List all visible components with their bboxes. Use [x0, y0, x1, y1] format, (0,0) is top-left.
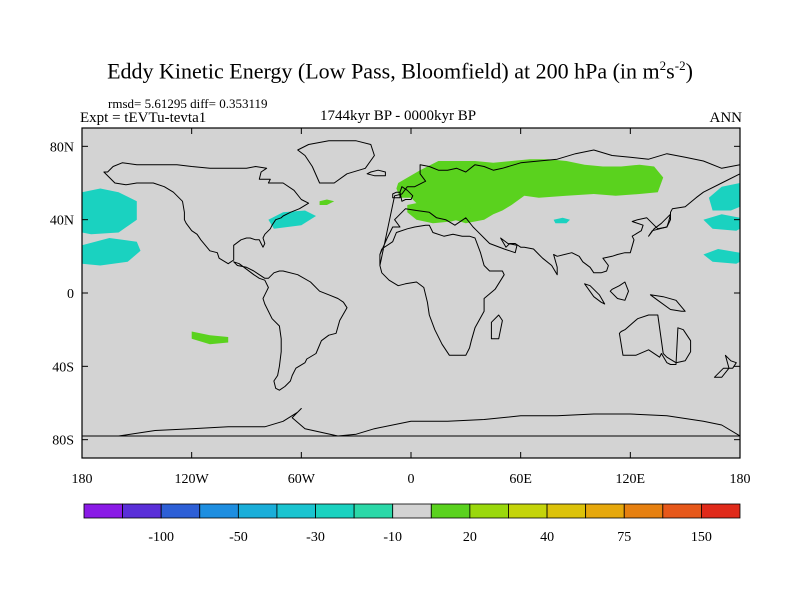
lon-tick-label: 60W: [288, 472, 316, 487]
period-label: 1744kyr BP - 0000kyr BP: [320, 108, 477, 124]
colorbar-swatch: [315, 503, 355, 519]
colorbar-swatch: [701, 503, 741, 519]
colorbar-swatch: [237, 503, 278, 519]
coastline-central-south-america: [233, 261, 348, 391]
lat-tick-label: 80S: [52, 434, 74, 449]
anomaly-patch-west-pacific-south-negative: [703, 249, 740, 264]
anomaly-patch-north-pacific-west-negative: [708, 183, 740, 211]
coastline-north-america: [103, 162, 310, 265]
lon-tick-label: 120W: [175, 472, 210, 487]
lat-tick-label: 40N: [50, 214, 74, 229]
colorbar-swatch: [623, 503, 664, 519]
coastline-iceland: [366, 169, 386, 177]
colorbar-swatch: [508, 503, 548, 519]
title-close-paren: ): [685, 58, 693, 84]
lat-tick-label: 0: [67, 287, 74, 302]
title-unit-s: s: [666, 58, 675, 84]
coastline-greenland: [297, 140, 375, 184]
colorbar-swatch: [276, 503, 316, 519]
colorbar-label: -10: [383, 530, 402, 545]
title-superscript-2: -2: [674, 58, 686, 73]
colorbar-swatch: [160, 503, 201, 519]
plot-title: Eddy Kinetic Energy (Low Pass, Bloomfiel…: [0, 58, 800, 84]
coastline-borneo: [609, 281, 629, 301]
coastline-new-guinea: [649, 294, 686, 312]
lon-tick-label: 180: [730, 472, 751, 487]
colorbar-label: -30: [306, 530, 325, 545]
lat-tick-label: 40S: [52, 360, 74, 375]
colorbar-label: -50: [229, 530, 248, 545]
lon-tick-label: 120E: [616, 472, 646, 487]
statistics-label: rmsd= 5.61295 diff= 0.353119: [108, 96, 268, 111]
colorbar-swatch: [430, 503, 471, 519]
coastline-uk: [399, 186, 414, 202]
colorbar-swatch: [662, 503, 702, 519]
coastline-afro-eurasia: [379, 149, 740, 356]
coastline-new-zealand: [724, 354, 737, 369]
coastline-sumatra: [584, 283, 606, 305]
anomaly-patch-central-asia-negative: [553, 217, 570, 224]
colorbar-swatch: [353, 503, 394, 519]
colorbar-label: 150: [691, 530, 712, 545]
colorbar-swatch: [83, 503, 123, 519]
colorbar-label: 75: [617, 530, 631, 545]
colorbar-label: 40: [540, 530, 554, 545]
axis-ticks: 180 120W 60W 0 60E 120E 180 80N 40N 0 40S 80S: [50, 128, 751, 487]
coastline-antarctica: [82, 408, 740, 437]
coastline-japan: [648, 213, 671, 237]
coastline-layer: [82, 140, 740, 437]
lon-tick-label: 0: [408, 472, 415, 487]
lon-tick-label: 180: [72, 472, 93, 487]
lon-tick-label: 60E: [509, 472, 532, 487]
coastline-ireland: [392, 191, 401, 199]
colorbar-swatch: [392, 503, 432, 519]
experiment-label: Expt = tEVTu-tevta1: [80, 110, 207, 126]
colorbar: -100 -50 -30 -10 20 40 75 150: [83, 503, 741, 545]
colorbar-swatch: [546, 503, 587, 519]
coastline-madagascar: [490, 314, 503, 340]
colorbar-label: 20: [463, 530, 477, 545]
anomaly-patch-north-pacific-east-negative: [82, 188, 137, 235]
coastline-australia: [618, 314, 692, 365]
anomaly-patch-subtropical-pacific-east-negative: [82, 238, 141, 266]
anomaly-layer: [82, 159, 740, 345]
anomaly-patch-mediterranean-positive: [407, 201, 475, 224]
anomaly-patch-atlantic-small-positive: [319, 199, 335, 205]
title-superscript-1: 2: [659, 58, 667, 73]
title-text: Eddy Kinetic Energy (Low Pass, Bloomfiel…: [107, 58, 660, 84]
season-label: ANN: [709, 110, 743, 126]
anomaly-patch-south-pacific-positive: [191, 331, 229, 345]
lat-tick-label: 80N: [50, 140, 74, 155]
coastline-new-zealand-south: [713, 367, 730, 378]
anomaly-patch-west-pacific-negative: [703, 214, 740, 231]
anomaly-patch-north-atlantic-west-negative: [268, 210, 316, 229]
colorbar-label: -100: [148, 530, 174, 545]
colorbar-swatch: [122, 503, 162, 519]
colorbar-swatch: [585, 503, 625, 519]
colorbar-swatch: [469, 503, 509, 519]
colorbar-swatch: [199, 503, 239, 519]
